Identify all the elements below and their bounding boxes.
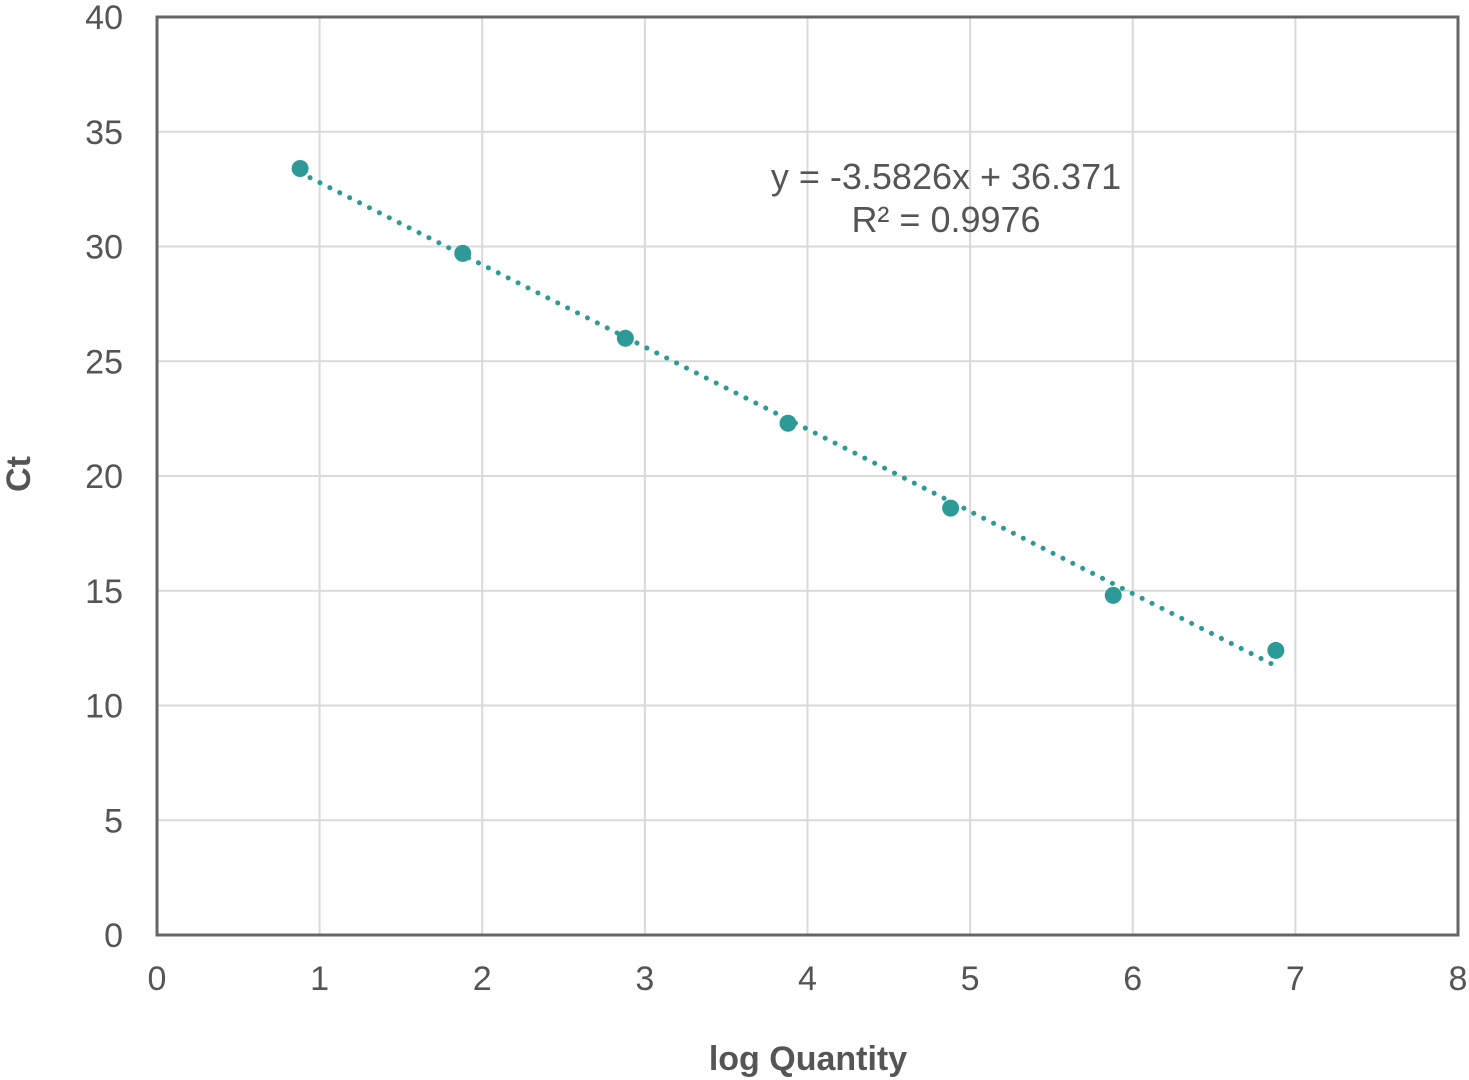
y-axis-title: Ct [0, 456, 38, 492]
y-tick-label: 25 [85, 343, 123, 381]
plot-frame [155, 15, 1460, 937]
data-points [291, 159, 1285, 659]
x-axis-title: log Quantity [709, 1040, 907, 1078]
x-tick-label: 4 [798, 960, 817, 998]
y-tick-label: 20 [85, 458, 123, 496]
x-tick-label: 8 [1449, 960, 1468, 998]
trendline-equation: y = -3.5826x + 36.371 [771, 156, 1121, 197]
data-point [779, 414, 797, 432]
y-tick-label: 40 [85, 0, 123, 37]
data-point [1267, 641, 1285, 659]
x-tick-label: 5 [961, 960, 980, 998]
y-tick-label: 10 [85, 688, 123, 726]
r-squared-label: R² = 0.9976 [851, 199, 1040, 240]
x-tick-label: 7 [1286, 960, 1305, 998]
linear-trendline [297, 170, 1279, 669]
x-tick-label: 3 [635, 960, 654, 998]
y-tick-label: 5 [104, 802, 123, 840]
x-tick-labels: 0 1 2 3 4 5 6 7 8 [148, 960, 1468, 998]
x-tick-label: 0 [148, 960, 167, 998]
trendline-layer [297, 170, 1279, 669]
x-tick-label: 1 [310, 960, 329, 998]
data-point [291, 159, 309, 177]
x-tick-label: 6 [1123, 960, 1142, 998]
data-point [1104, 586, 1122, 604]
y-tick-label: 15 [85, 573, 123, 611]
grid-lines [157, 17, 1458, 935]
data-point [616, 329, 634, 347]
data-point [942, 499, 960, 517]
x-tick-label: 2 [473, 960, 492, 998]
y-tick-label: 35 [85, 114, 123, 152]
y-tick-labels: 0 5 10 15 20 25 30 35 40 [85, 0, 123, 955]
y-tick-label: 30 [85, 229, 123, 267]
data-point [454, 244, 472, 262]
y-tick-label: 0 [104, 917, 123, 955]
